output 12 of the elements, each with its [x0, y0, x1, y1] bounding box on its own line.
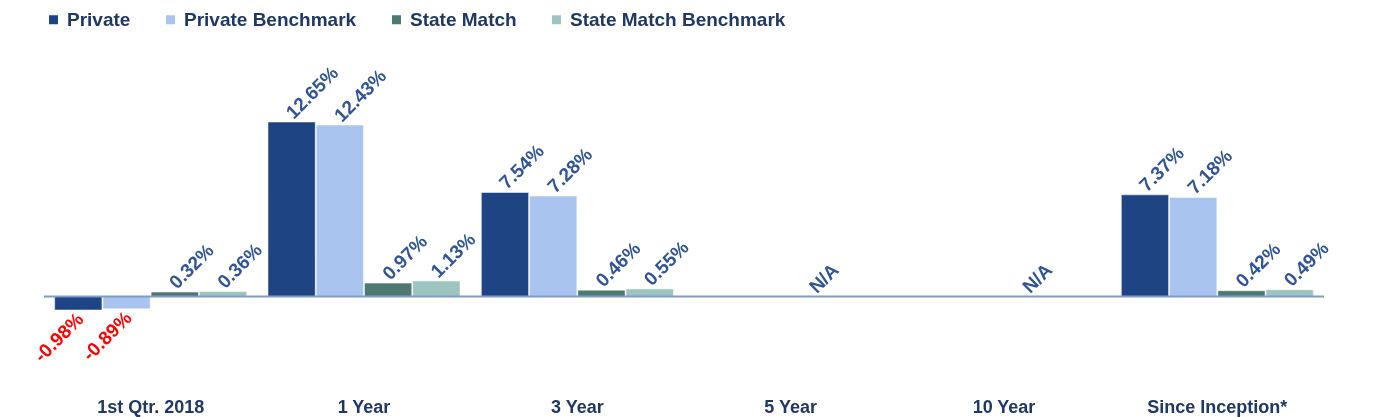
x-tick-label: 3 Year [550, 396, 604, 417]
x-tick-label: 1st Qtr. 2018 [97, 396, 205, 417]
x-tick-label: 5 Year [764, 396, 818, 417]
legend-label: State Match Benchmark [570, 8, 786, 30]
x-tick-label: 1 Year [337, 396, 391, 417]
x-tick-label: 10 Year [972, 396, 1036, 417]
text: N/A [1018, 259, 1057, 298]
legend-label: State Match [410, 8, 517, 30]
text: N/A [804, 259, 843, 298]
x-tick-label: Since Inception* [1147, 396, 1288, 417]
legend-label: Private Benchmark [184, 8, 357, 30]
legend-label: Private [67, 8, 131, 30]
